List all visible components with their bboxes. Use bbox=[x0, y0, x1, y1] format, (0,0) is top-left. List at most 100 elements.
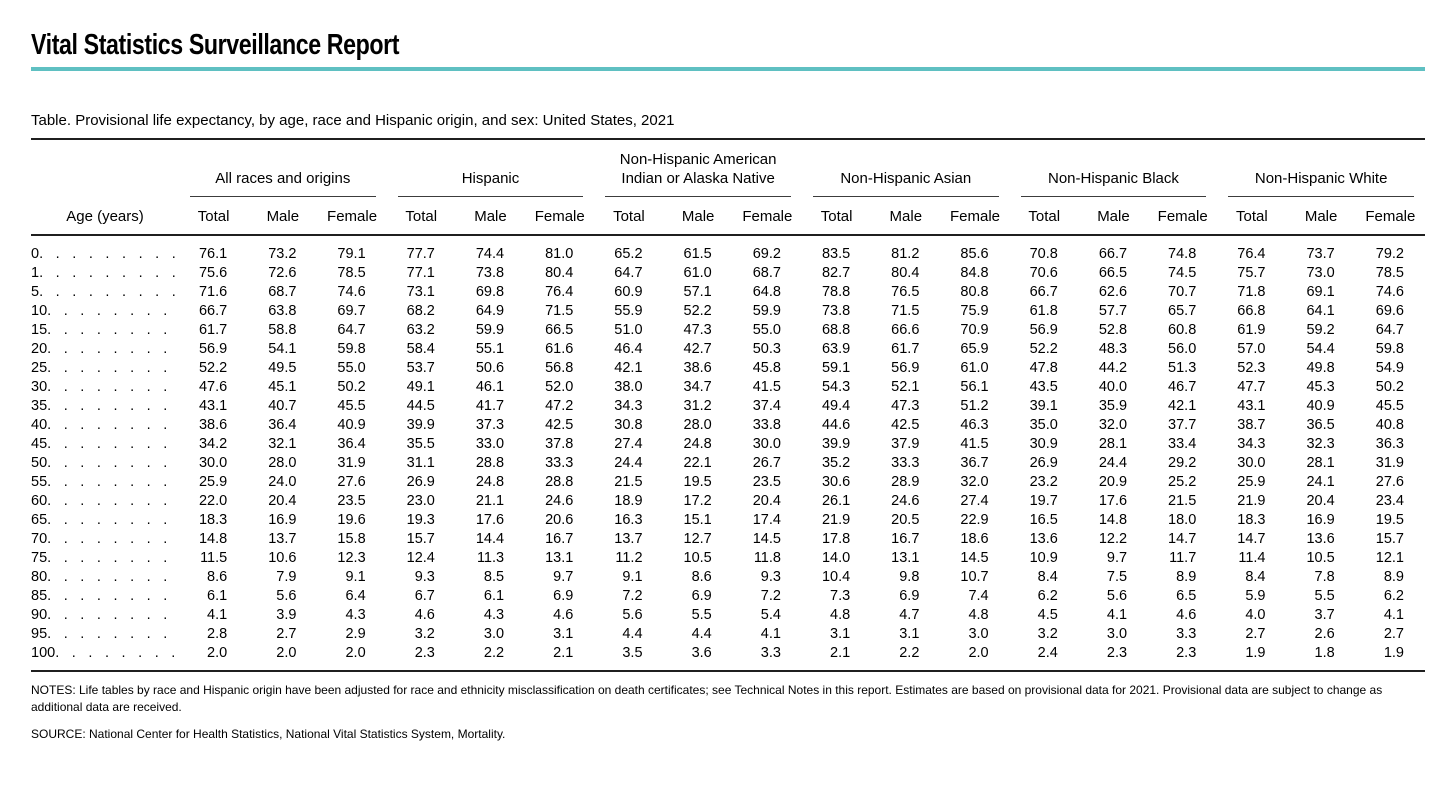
value-cell: 62.6 bbox=[1098, 283, 1128, 300]
value-cell: 4.1 bbox=[207, 606, 228, 623]
value-cell: 69.6 bbox=[1375, 302, 1404, 319]
value-cell: 70.8 bbox=[1029, 245, 1058, 262]
value-cell: 57.7 bbox=[1098, 302, 1128, 319]
value-cell: 13.7 bbox=[614, 530, 643, 547]
value-cell: 28.0 bbox=[268, 454, 297, 471]
value-cell: 5.6 bbox=[1106, 587, 1128, 604]
value-cell: 70.7 bbox=[1168, 283, 1197, 300]
age-wrap: 75. . . . . . . . . . . . . . . . . . . … bbox=[31, 549, 179, 568]
value-cell: 3.9 bbox=[276, 606, 297, 623]
age-wrap: 90. . . . . . . . . . . . . . . . . . . … bbox=[31, 606, 179, 625]
value-cell: 37.4 bbox=[752, 397, 781, 414]
table-row-age-50: 50. . . . . . . . . . . . . . . . . . . … bbox=[31, 454, 1425, 473]
value-cell: 57.0 bbox=[1237, 340, 1266, 357]
value-cell: 6.2 bbox=[1383, 587, 1404, 604]
value-cell: 80.4 bbox=[545, 264, 574, 281]
value-cell: 14.8 bbox=[1098, 511, 1128, 528]
value-cell: 2.2 bbox=[899, 644, 920, 661]
value-cell: 6.9 bbox=[553, 587, 574, 604]
value-cell: 78.5 bbox=[1375, 264, 1404, 281]
value-cell: 21.9 bbox=[821, 511, 851, 528]
value-cell: 23.5 bbox=[337, 492, 366, 509]
value-cell: 45.8 bbox=[752, 359, 781, 376]
value-cell: 2.4 bbox=[1037, 644, 1058, 661]
value-cell: 49.5 bbox=[268, 359, 297, 376]
table-row-age-90: 90. . . . . . . . . . . . . . . . . . . … bbox=[31, 606, 1425, 625]
value-cell: 18.3 bbox=[1237, 511, 1266, 528]
value-cell: 27.6 bbox=[1375, 473, 1404, 490]
value-cell: 44.2 bbox=[1098, 359, 1128, 376]
value-cell: 52.2 bbox=[683, 302, 712, 319]
life-expectancy-table: All races and origins Hispanic Non-Hispani… bbox=[31, 138, 1425, 672]
value-cell: 32.1 bbox=[268, 435, 297, 452]
dot-leader: . . . . . . . . . . . . . . . . . . . . … bbox=[47, 435, 179, 452]
age-value: 15 bbox=[31, 321, 48, 338]
value-cell: 18.0 bbox=[1168, 511, 1197, 528]
value-cell: 4.0 bbox=[1245, 606, 1266, 623]
table-row-age-60: 60. . . . . . . . . . . . . . . . . . . … bbox=[31, 492, 1425, 511]
age-wrap: 1. . . . . . . . . . . . . . . . . . . .… bbox=[31, 264, 179, 283]
value-cell: 32.0 bbox=[960, 473, 989, 490]
age-cell: 15. . . . . . . . . . . . . . . . . . . … bbox=[31, 321, 179, 340]
value-cell: 24.8 bbox=[475, 473, 505, 490]
value-cell: 32.3 bbox=[1306, 435, 1335, 452]
value-cell: 8.9 bbox=[1176, 568, 1197, 585]
value-cell: 47.2 bbox=[545, 397, 574, 414]
value-cell: 37.8 bbox=[545, 435, 574, 452]
value-cell: 10.6 bbox=[268, 549, 297, 566]
value-cell: 20.5 bbox=[891, 511, 920, 528]
value-cell: 40.7 bbox=[268, 397, 297, 414]
table-row-age-45: 45. . . . . . . . . . . . . . . . . . . … bbox=[31, 435, 1425, 454]
value-cell: 3.0 bbox=[483, 625, 505, 642]
age-value: 75 bbox=[31, 549, 48, 566]
value-cell: 38.6 bbox=[198, 416, 228, 433]
value-cell: 11.3 bbox=[476, 549, 505, 566]
value-cell: 8.4 bbox=[1245, 568, 1266, 585]
dot-leader: . . . . . . . . . . . . . . . . . . . . … bbox=[47, 530, 179, 547]
age-wrap: 5. . . . . . . . . . . . . . . . . . . .… bbox=[31, 283, 179, 302]
value-cell: 13.6 bbox=[1306, 530, 1335, 547]
value-cell: 23.5 bbox=[752, 473, 781, 490]
value-cell: 80.8 bbox=[960, 283, 989, 300]
table-head: All races and origins Hispanic Non-Hispani… bbox=[31, 139, 1425, 235]
value-cell: 38.0 bbox=[614, 378, 643, 395]
value-cell: 28.1 bbox=[1098, 435, 1128, 452]
value-cell: 83.5 bbox=[821, 245, 851, 262]
value-cell: 30.0 bbox=[198, 454, 228, 471]
value-cell: 57.1 bbox=[683, 283, 712, 300]
value-cell: 42.5 bbox=[545, 416, 574, 433]
value-cell: 13.7 bbox=[268, 530, 297, 547]
value-cell: 39.9 bbox=[406, 416, 435, 433]
value-cell: 47.6 bbox=[198, 378, 228, 395]
value-cell: 63.8 bbox=[268, 302, 297, 319]
table-body: 0. . . . . . . . . . . . . . . . . . . .… bbox=[31, 235, 1425, 671]
value-cell: 22.1 bbox=[683, 454, 712, 471]
value-cell: 2.7 bbox=[1245, 625, 1266, 642]
value-cell: 8.4 bbox=[1037, 568, 1058, 585]
group-header-label: Hispanic bbox=[397, 170, 584, 197]
value-cell: 2.3 bbox=[1176, 644, 1197, 661]
value-cell: 56.1 bbox=[960, 378, 989, 395]
value-cell: 26.9 bbox=[406, 473, 435, 490]
value-cell: 44.5 bbox=[406, 397, 435, 414]
value-cell: 16.9 bbox=[268, 511, 297, 528]
value-cell: 66.5 bbox=[1098, 264, 1128, 281]
age-wrap: 25. . . . . . . . . . . . . . . . . . . … bbox=[31, 359, 179, 378]
column-header-total: Total bbox=[1236, 207, 1268, 225]
value-cell: 78.5 bbox=[337, 264, 366, 281]
value-cell: 36.4 bbox=[337, 435, 366, 452]
age-value: 1 bbox=[31, 264, 40, 281]
age-cell: 80. . . . . . . . . . . . . . . . . . . … bbox=[31, 568, 179, 587]
value-cell: 24.4 bbox=[614, 454, 643, 471]
age-wrap: 40. . . . . . . . . . . . . . . . . . . … bbox=[31, 416, 179, 435]
group-header-2: Non-Hispanic American Indian or Alaska N… bbox=[594, 139, 802, 197]
value-cell: 15.1 bbox=[683, 511, 712, 528]
value-cell: 18.9 bbox=[614, 492, 643, 509]
value-cell: 79.2 bbox=[1375, 245, 1404, 262]
value-cell: 12.2 bbox=[1098, 530, 1128, 547]
report-page: Vital Statistics Surveillance Report Tab… bbox=[0, 29, 1456, 741]
value-cell: 10.5 bbox=[683, 549, 712, 566]
value-cell: 47.3 bbox=[683, 321, 712, 338]
value-cell: 28.8 bbox=[545, 473, 574, 490]
value-cell: 2.3 bbox=[414, 644, 435, 661]
